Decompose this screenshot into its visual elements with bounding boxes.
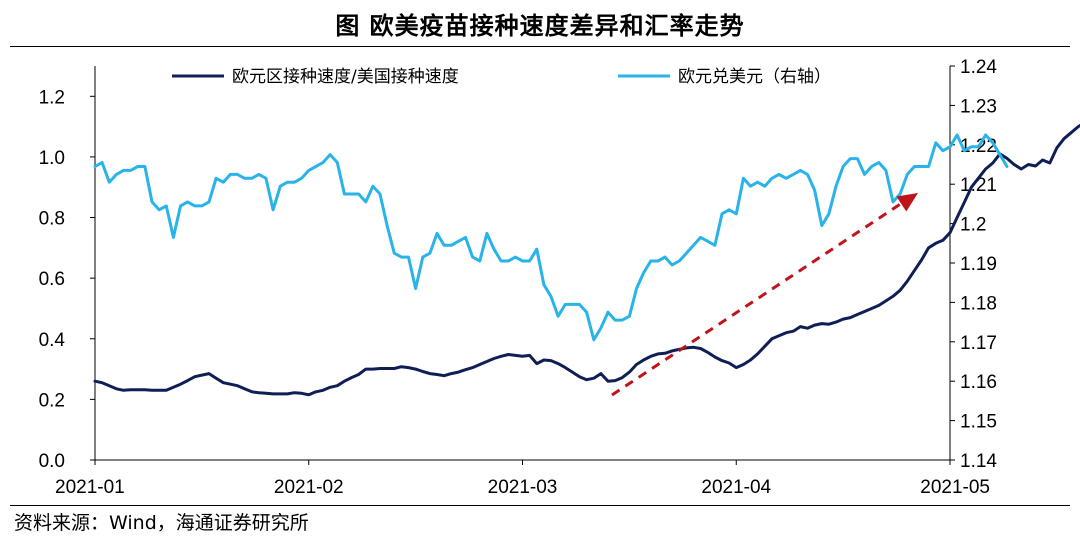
series-layer xyxy=(93,123,1080,397)
right-tick-label: 1.17 xyxy=(960,333,997,354)
legend-label-vaccination: 欧元区接种速度/美国接种速度 xyxy=(232,67,459,87)
right-tick-label: 1.19 xyxy=(960,254,997,275)
source-divider xyxy=(10,505,1070,506)
trend-arrow-head-icon xyxy=(896,193,918,212)
right-tick-label: 1.15 xyxy=(960,412,997,433)
source-note: 资料来源：Wind，海通证券研究所 xyxy=(14,512,309,534)
chart-title: 图 欧美疫苗接种速度差异和汇率走势 xyxy=(335,12,745,40)
legend-label-eurusd: 欧元兑美元（右轴） xyxy=(678,67,831,87)
left-tick-label: 0.0 xyxy=(39,451,65,472)
right-tick-label: 1.18 xyxy=(960,293,997,314)
left-tick-label: 0.8 xyxy=(39,209,65,230)
eurusd-line xyxy=(93,133,1009,342)
right-tick-label: 1.24 xyxy=(960,57,997,78)
right-tick-label: 1.16 xyxy=(960,372,997,393)
left-tick-label: 1.0 xyxy=(39,148,65,169)
trend-arrow-shaft xyxy=(611,199,906,397)
left-tick-label: 0.2 xyxy=(39,390,65,411)
axes: 0.0 0.2 0.4 0.6 0.8 1.0 1.2 1.14 1.15 1.16 1.17 1.1… xyxy=(39,57,998,498)
x-tick-label: 2021-02 xyxy=(274,477,344,498)
x-tick-label: 2021-04 xyxy=(701,477,771,498)
vaccination-ratio-line xyxy=(93,123,1080,397)
x-tick-label: 2021-03 xyxy=(488,477,558,498)
annotation-layer xyxy=(611,193,918,397)
x-tick-label: 2021-01 xyxy=(55,477,125,498)
left-tick-label: 1.2 xyxy=(39,87,65,108)
x-tick-label: 2021-05 xyxy=(920,477,990,498)
right-tick-label: 1.14 xyxy=(960,451,997,472)
left-tick-label: 0.4 xyxy=(39,330,66,351)
right-tick-label: 1.23 xyxy=(960,96,997,117)
title-divider xyxy=(10,46,1070,47)
legend: 欧元区接种速度/美国接种速度 欧元兑美元（右轴） xyxy=(172,67,831,87)
left-tick-label: 0.6 xyxy=(39,269,65,290)
right-tick-label: 1.2 xyxy=(960,215,986,236)
